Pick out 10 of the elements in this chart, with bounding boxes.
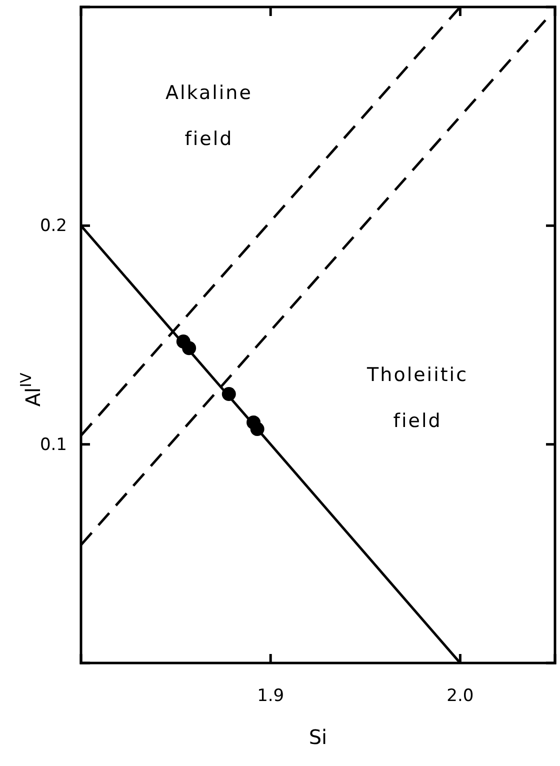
text: Alkaline field [166,82,252,150]
x-tick-label: 1.9 [257,686,284,706]
point [250,422,264,436]
point [222,387,236,402]
y-tick-label: 0.1 [40,434,67,455]
x-axis-title: Si [308,725,328,749]
y-tick-label: 0.2 [40,216,67,236]
text: Tholeiitic field [367,364,468,432]
x-tick-label: 2.0 [446,686,474,706]
point [182,341,196,356]
